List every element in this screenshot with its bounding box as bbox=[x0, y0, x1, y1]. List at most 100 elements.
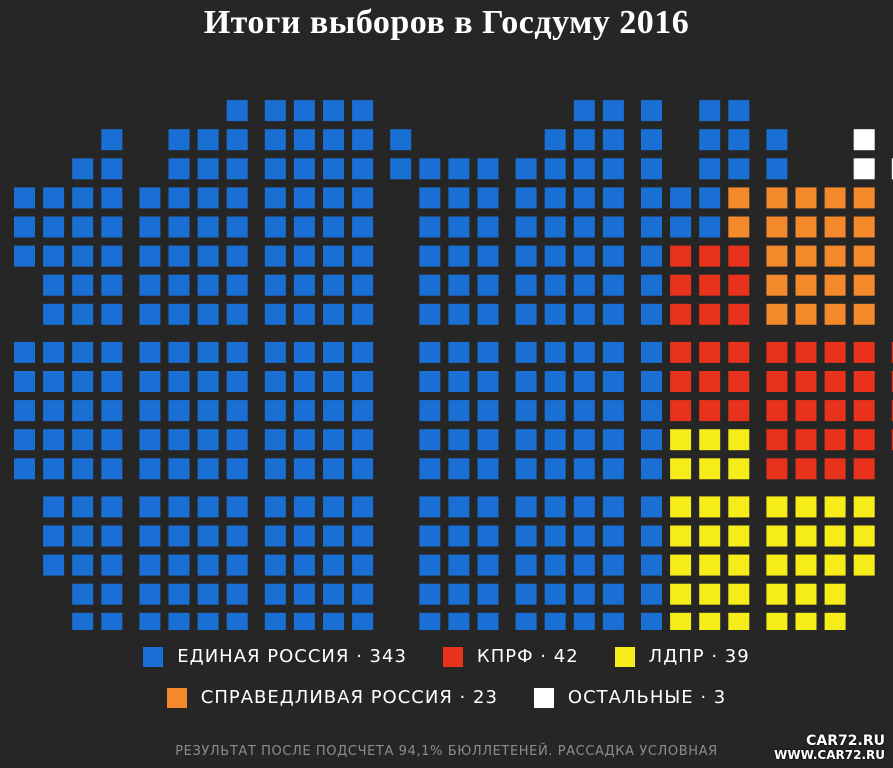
seat-ldpr bbox=[728, 429, 750, 451]
seat-ldpr bbox=[699, 458, 721, 480]
seat-er bbox=[197, 583, 219, 605]
seat-er bbox=[293, 583, 315, 605]
seat-er bbox=[197, 371, 219, 392]
seat-er bbox=[419, 429, 441, 451]
seat-er bbox=[293, 458, 315, 480]
seat-er bbox=[573, 612, 595, 630]
seat-other bbox=[891, 158, 893, 180]
seat-sr bbox=[824, 274, 846, 296]
seat-sr bbox=[824, 303, 846, 325]
seat-er bbox=[226, 612, 248, 630]
seat-er bbox=[602, 458, 624, 480]
seat-er bbox=[419, 400, 441, 422]
seat-er bbox=[293, 129, 315, 151]
seat-er bbox=[515, 371, 537, 392]
seat-er bbox=[641, 525, 662, 547]
seat-ldpr bbox=[728, 525, 750, 547]
seat-er bbox=[293, 429, 315, 451]
seat-er bbox=[168, 341, 190, 363]
seat-ldpr bbox=[699, 429, 721, 451]
seat-er bbox=[323, 341, 344, 363]
seat-er bbox=[352, 371, 374, 392]
seat-er bbox=[602, 303, 624, 325]
seat-er bbox=[419, 158, 441, 180]
seat-er bbox=[448, 583, 470, 605]
seat-er bbox=[352, 216, 374, 238]
seat-er bbox=[477, 216, 499, 238]
seat-er bbox=[641, 496, 662, 518]
seat-kprf bbox=[891, 371, 893, 392]
seat-er bbox=[139, 429, 161, 451]
seat-er bbox=[641, 458, 662, 480]
seat-er bbox=[168, 245, 190, 267]
seat-er bbox=[226, 371, 248, 392]
seat-er bbox=[43, 554, 65, 576]
seat-er bbox=[139, 458, 161, 480]
seat-kprf bbox=[853, 458, 875, 480]
seat-er bbox=[168, 429, 190, 451]
seat-er bbox=[670, 187, 692, 209]
seat-er bbox=[226, 187, 248, 209]
legend-item-ldpr: ЛДПР · 39 bbox=[614, 646, 750, 667]
seat-er bbox=[43, 245, 65, 267]
seat-er bbox=[515, 429, 537, 451]
seat-ldpr bbox=[795, 525, 817, 547]
seat-er bbox=[352, 100, 374, 122]
seat-ldpr bbox=[670, 429, 692, 451]
seat-er bbox=[448, 554, 470, 576]
seat-er bbox=[139, 274, 161, 296]
seat-er bbox=[515, 496, 537, 518]
seat-er bbox=[419, 303, 441, 325]
seat-er bbox=[448, 371, 470, 392]
seat-ldpr bbox=[670, 612, 692, 630]
seat-er bbox=[323, 187, 344, 209]
seat-ldpr bbox=[699, 612, 721, 630]
legend-row-2: СПРАВЕДЛИВАЯ РОССИЯ · 23 ОСТАЛЬНЫЕ · 3 bbox=[0, 687, 893, 708]
seat-er bbox=[477, 371, 499, 392]
seat-er bbox=[699, 129, 721, 151]
seat-er bbox=[43, 303, 65, 325]
seat-ldpr bbox=[824, 583, 846, 605]
seat-er bbox=[670, 216, 692, 238]
seat-er bbox=[264, 371, 286, 392]
seat-er bbox=[641, 303, 662, 325]
seat-er bbox=[448, 525, 470, 547]
seat-er bbox=[515, 187, 537, 209]
seat-er bbox=[168, 400, 190, 422]
seat-er bbox=[515, 400, 537, 422]
seat-er bbox=[101, 341, 123, 363]
chart-title: Итоги выборов в Госдуму 2016 bbox=[203, 4, 690, 41]
seat-er bbox=[448, 274, 470, 296]
seat-er bbox=[448, 400, 470, 422]
seat-ldpr bbox=[699, 554, 721, 576]
seat-er bbox=[573, 400, 595, 422]
seat-er bbox=[766, 158, 788, 180]
seat-er bbox=[168, 612, 190, 630]
watermark-line2: WWW.CAR72.RU bbox=[774, 747, 885, 762]
seat-er bbox=[14, 341, 35, 363]
seat-er bbox=[477, 612, 499, 630]
seat-ldpr bbox=[699, 525, 721, 547]
seat-er bbox=[43, 216, 65, 238]
seat-er bbox=[323, 612, 344, 630]
seat-er bbox=[544, 158, 566, 180]
seat-sr bbox=[728, 187, 750, 209]
seat-er bbox=[573, 216, 595, 238]
seat-er bbox=[72, 525, 94, 547]
seat-er bbox=[573, 274, 595, 296]
seat-er bbox=[573, 583, 595, 605]
seat-er bbox=[352, 458, 374, 480]
seat-grid bbox=[14, 100, 893, 630]
seat-er bbox=[72, 400, 94, 422]
seat-er bbox=[641, 100, 662, 122]
seat-er bbox=[352, 496, 374, 518]
seat-ldpr bbox=[766, 583, 788, 605]
seat-er bbox=[197, 187, 219, 209]
seat-er bbox=[602, 400, 624, 422]
seat-er bbox=[264, 158, 286, 180]
seat-er bbox=[323, 158, 344, 180]
seat-er bbox=[419, 583, 441, 605]
seat-er bbox=[197, 525, 219, 547]
seat-sr bbox=[795, 245, 817, 267]
seat-er bbox=[515, 274, 537, 296]
